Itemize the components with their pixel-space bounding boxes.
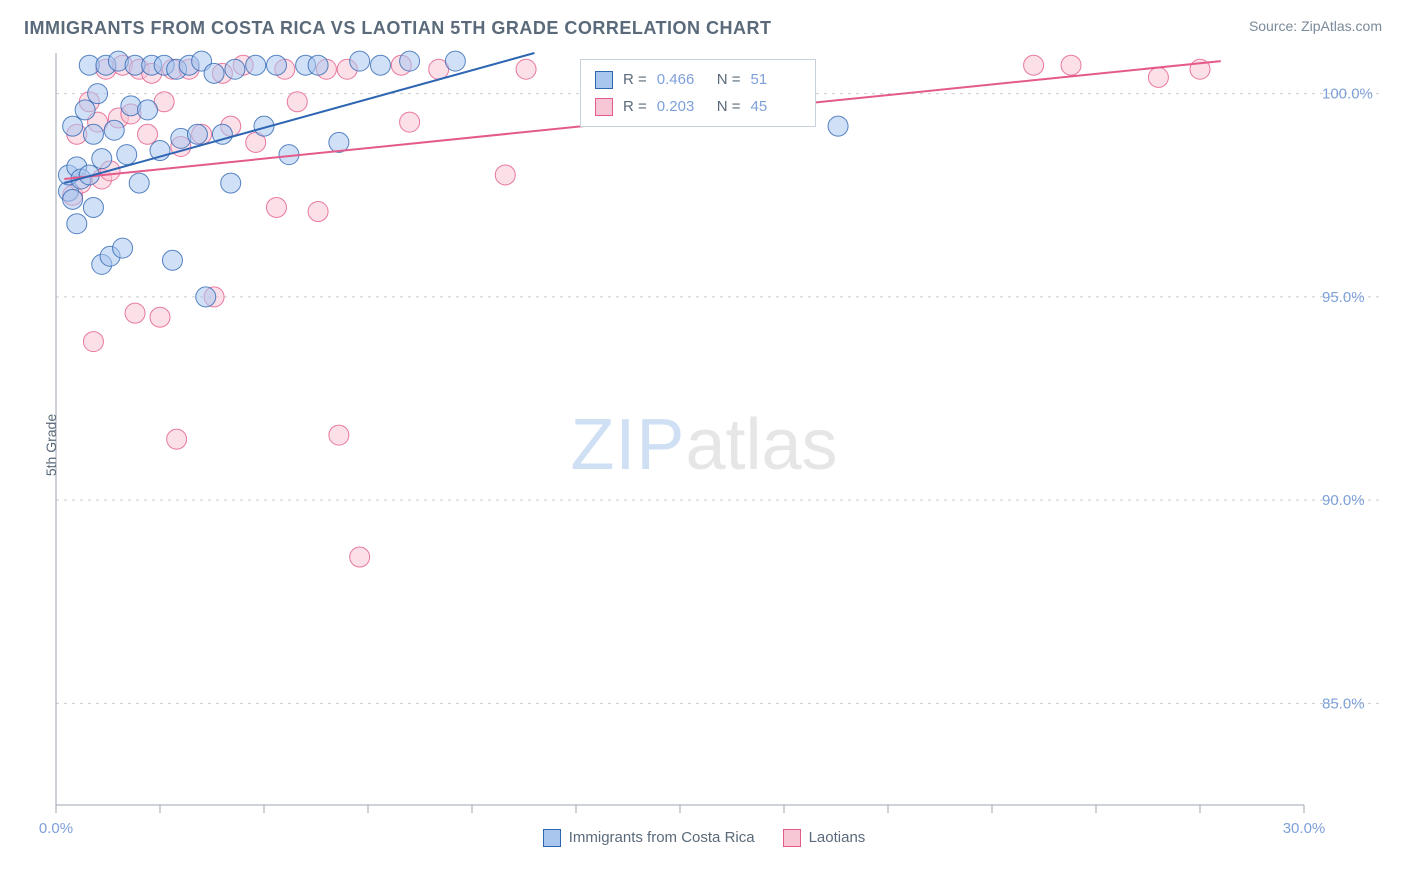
stats-row: R =0.466N =51 [595, 66, 801, 93]
chart-container: 5th Grade 85.0%90.0%95.0%100.0%0.0%30.0%… [24, 45, 1384, 845]
stats-row: R =0.203N =45 [595, 93, 801, 120]
legend-item: Immigrants from Costa Rica [543, 829, 755, 847]
legend-item: Laotians [783, 829, 866, 847]
svg-text:85.0%: 85.0% [1322, 695, 1365, 712]
svg-text:95.0%: 95.0% [1322, 289, 1365, 306]
legend-swatch [783, 829, 801, 847]
source-link[interactable]: ZipAtlas.com [1301, 18, 1382, 34]
stats-panel: R =0.466N =51R =0.203N =45 [580, 59, 816, 127]
source-prefix: Source: [1249, 18, 1301, 34]
y-axis-label: 5th Grade [43, 414, 59, 476]
series-swatch [595, 98, 613, 116]
legend-label: Immigrants from Costa Rica [569, 829, 755, 846]
legend-swatch [543, 829, 561, 847]
source-attribution: Source: ZipAtlas.com [1249, 18, 1382, 34]
page-title: IMMIGRANTS FROM COSTA RICA VS LAOTIAN 5T… [24, 18, 771, 39]
svg-text:100.0%: 100.0% [1322, 86, 1373, 103]
svg-text:90.0%: 90.0% [1322, 492, 1365, 509]
legend: Immigrants from Costa Rica Laotians [24, 829, 1384, 847]
series-swatch [595, 71, 613, 89]
legend-label: Laotians [809, 829, 866, 846]
scatter-chart: 85.0%90.0%95.0%100.0%0.0%30.0% [24, 45, 1384, 845]
